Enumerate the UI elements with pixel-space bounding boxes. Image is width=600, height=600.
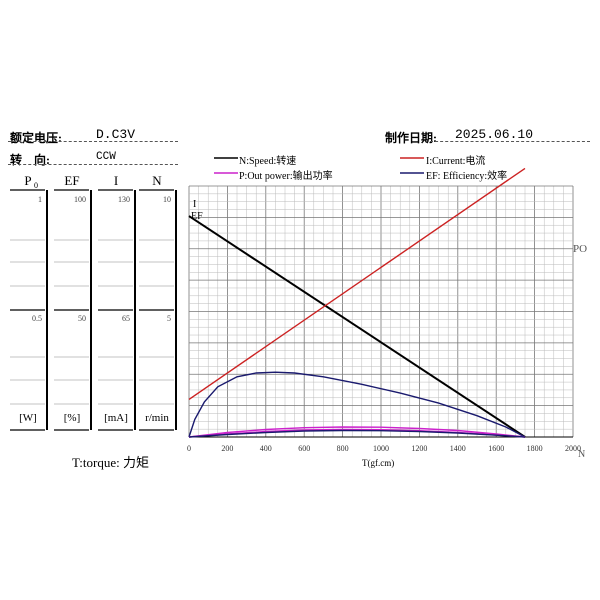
left-axis-label-efficiency: EF (191, 211, 203, 222)
legend-label-speed: N:Speed:转速 (239, 156, 297, 167)
table-scale-top: 10 (163, 195, 171, 204)
x-tick-label: 600 (298, 444, 310, 453)
left-axis-label-current: I (193, 199, 197, 210)
table-column-head: I (113, 173, 119, 188)
direction-label: 转 向: (10, 153, 50, 167)
legend-label-efficiency: EF: Efficiency:效率 (426, 171, 508, 182)
x-tick-label: 1800 (527, 444, 543, 453)
series-line-3 (188, 426, 526, 438)
legend-label-power: P:Out power:输出功率 (239, 171, 333, 182)
table-scale-mid: 5 (167, 314, 171, 323)
table-unit: [%] (63, 412, 81, 424)
series-line-5 (188, 429, 526, 438)
table-scale-mid: 50 (78, 314, 86, 323)
table-scale-top: 100 (74, 195, 86, 204)
direction-value: CCW (96, 151, 116, 163)
table-unit: [mA] (104, 412, 128, 424)
series-line-0 (188, 215, 526, 438)
header-divider (8, 141, 178, 142)
x-tick-label: 1600 (488, 444, 504, 453)
table-unit: r/min (145, 412, 169, 424)
header-divider-right (430, 141, 590, 142)
table-column-head: N (152, 173, 162, 188)
x-tick-label: 1000 (373, 444, 389, 453)
rated-voltage-value: D.C3V (96, 127, 136, 142)
table-column-head-subscript: 0 (34, 181, 38, 190)
date-value: 2025.06.10 (455, 127, 534, 142)
table-scale-mid: 65 (122, 314, 130, 323)
x-axis-label: T(gf.cm) (362, 458, 395, 468)
x-tick-label: 400 (260, 444, 272, 453)
torque-note: T:torque: 力矩 (72, 455, 149, 470)
table-scale-mid: 0.5 (32, 314, 42, 323)
series-line-1 (188, 167, 526, 400)
x-tick-label: 1200 (411, 444, 427, 453)
x-axis-end-label: N (578, 449, 586, 460)
legend-label-current: I:Current:电流 (426, 156, 486, 167)
date-label: 制作日期: (385, 131, 437, 145)
x-tick-label: 800 (337, 444, 349, 453)
table-column-head: P (24, 173, 32, 188)
table-scale-top: 130 (118, 195, 130, 204)
direction-divider (8, 164, 178, 165)
x-tick-label: 200 (221, 444, 233, 453)
right-axis-label: PO (573, 243, 588, 255)
x-tick-label: 1400 (450, 444, 466, 453)
series-line-2 (188, 371, 526, 438)
x-tick-label: 2000 (565, 444, 581, 453)
table-column-head: EF (64, 173, 80, 188)
table-unit: [W] (19, 412, 37, 424)
table-scale-top: 1 (38, 195, 42, 204)
x-tick-label: 0 (187, 444, 191, 453)
